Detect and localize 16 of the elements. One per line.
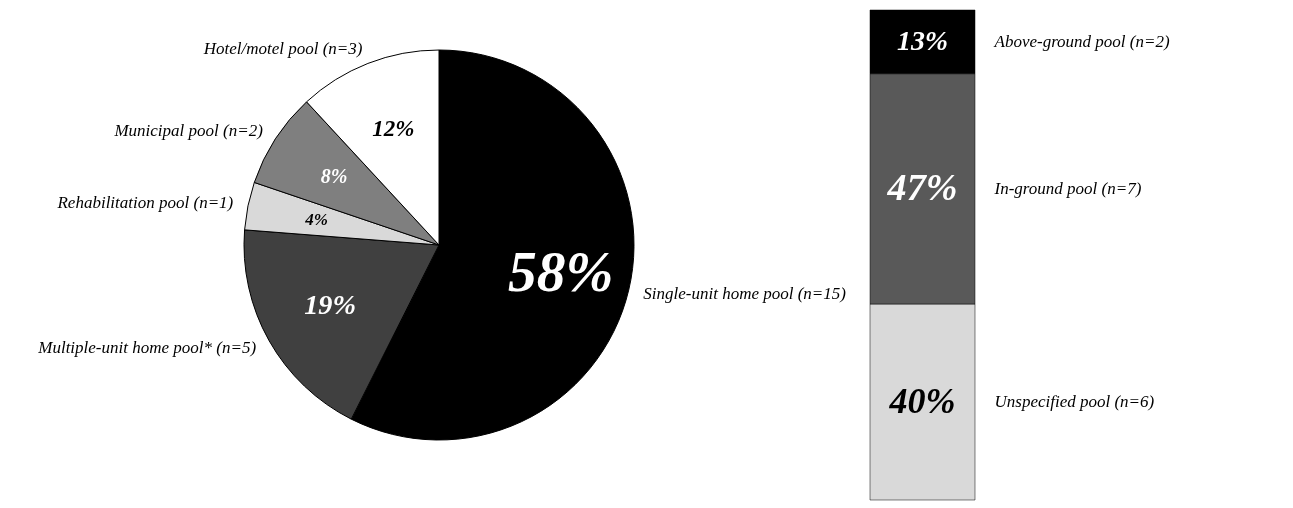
data-label: 47%: [886, 165, 958, 208]
slice-label: Single-unit home pool (n=15): [643, 283, 847, 303]
slice-label: Multiple-unit home pool* (n=5): [37, 338, 257, 358]
series-label: Unspecified pool (n=6): [994, 392, 1155, 411]
slice-label: Rehabilitation pool (n=1): [56, 192, 234, 212]
data-label: 4%: [304, 209, 328, 229]
data-label: 13%: [896, 24, 949, 56]
series-label: Above-ground pool (n=2): [993, 31, 1170, 51]
slice-label: Municipal pool (n=2): [113, 120, 264, 140]
data-label: 19%: [304, 289, 356, 321]
data-label: 58%: [507, 239, 614, 303]
series-label: In-ground pool (n=7): [993, 178, 1142, 198]
slice-label: Hotel/motel pool (n=3): [202, 39, 363, 59]
data-label: 12%: [372, 115, 415, 141]
data-label: 8%: [320, 164, 348, 187]
data-label: 40%: [888, 381, 956, 421]
